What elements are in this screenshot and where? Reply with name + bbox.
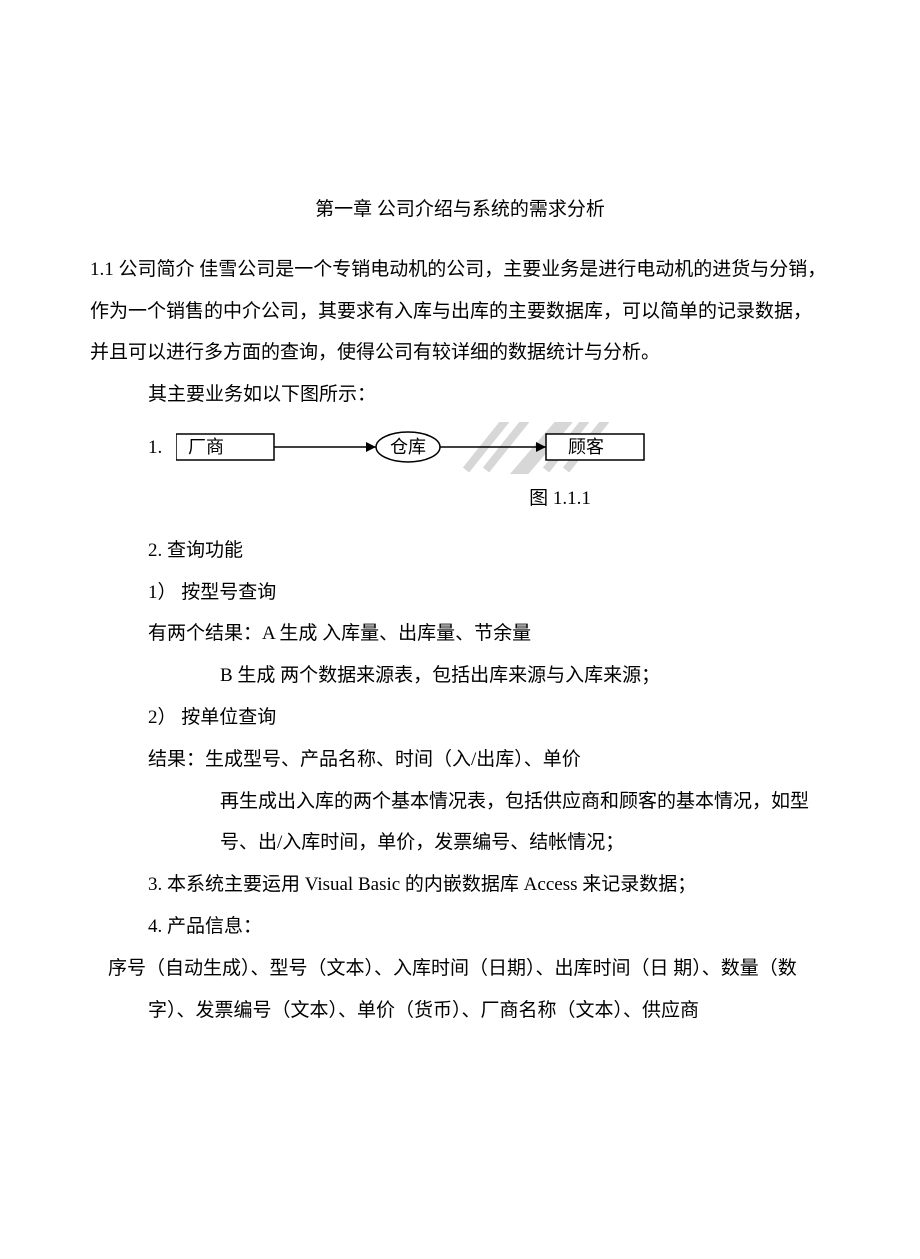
paragraph: 结果：生成型号、产品名称、时间（入/出库）、单价 [90,739,830,781]
section-1-1: 1.1 公司简介 佳雪公司是一个专销电动机的公司，主要业务是进行电动机的进货与分… [90,249,830,291]
node-warehouse-label: 仓库 [390,437,426,457]
paragraph: 序号（自动生成）、型号（文本）、入库时间（日期）、出库时间（日 期）、数量（数字… [90,948,830,1032]
node-customer-label: 顾客 [568,437,604,457]
node-vendor-label: 厂商 [188,437,224,457]
paragraph: B 生成 两个数据来源表，包括出库来源与入库来源； [90,655,830,697]
paragraph: 其主要业务如以下图所示： [90,374,830,416]
list-number: 1. [148,427,162,469]
list-item: 2. 查询功能 [90,530,830,572]
paragraph: 作为一个销售的中介公司，其要求有入库与出库的主要数据库，可以简单的记录数据，并且… [90,291,830,375]
document-page: 第一章 公司介绍与系统的需求分析 1.1 公司简介 佳雪公司是一个专销电动机的公… [0,0,920,1091]
arrowhead-icon [366,442,376,452]
flow-diagram: 1. 厂商 仓库 [90,422,830,474]
list-item: 3. 本系统主要运用 Visual Basic 的内嵌数据库 Access 来记… [90,864,830,906]
chapter-title: 第一章 公司介绍与系统的需求分析 [90,189,830,231]
list-item: 4. 产品信息： [90,906,830,948]
paragraph: 再生成出入库的两个基本情况表，包括供应商和顾客的基本情况，如型号、出/入库时间，… [90,781,830,865]
list-subitem: 2） 按单位查询 [90,697,830,739]
figure-caption: 图 1.1.1 [90,478,830,520]
list-subitem: 1） 按型号查询 [90,572,830,614]
text-run: 再生成出入库的两个基本情况表，包括供应商和顾客的基本情况，如型号、出/入库时间，… [220,791,809,854]
paragraph: 有两个结果：A 生成 入库量、出库量、节余量 [90,613,830,655]
flow-svg: 厂商 仓库 顾客 [176,422,696,474]
